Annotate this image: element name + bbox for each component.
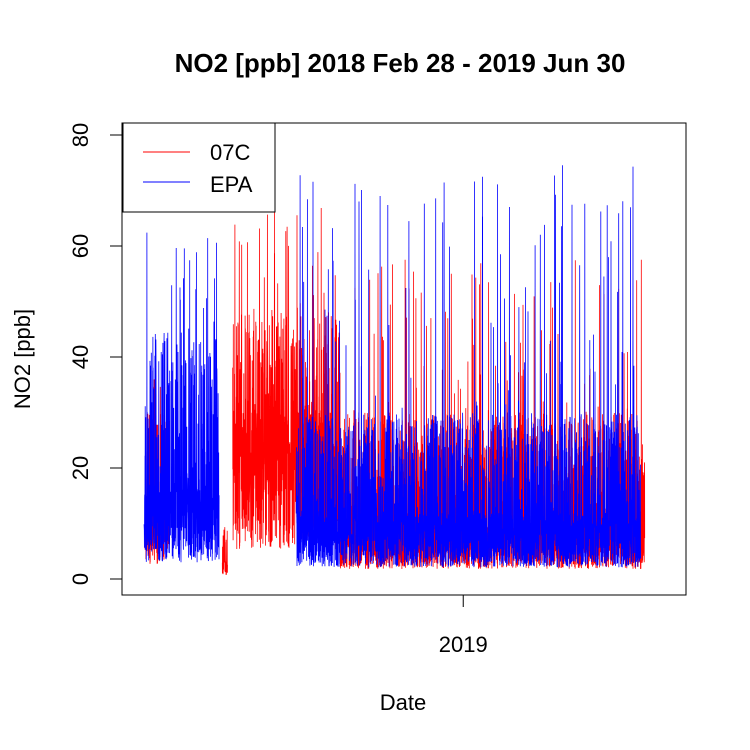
y-axis-label: NO2 [ppb] [10,309,35,409]
legend-label-07c: 07C [210,140,250,165]
y-tick-label: 40 [68,345,93,369]
y-tick-label: 0 [68,573,93,585]
y-tick-label: 60 [68,234,93,258]
x-axis-label: Date [380,690,426,715]
legend-box [123,123,275,212]
legend: 07C EPA [123,123,275,212]
x-tick-label: 2019 [439,632,488,657]
legend-label-epa: EPA [210,172,253,197]
y-tick-label: 20 [68,456,93,480]
chart-title: NO2 [ppb] 2018 Feb 28 - 2019 Jun 30 [175,48,626,78]
y-tick-label: 80 [68,123,93,147]
